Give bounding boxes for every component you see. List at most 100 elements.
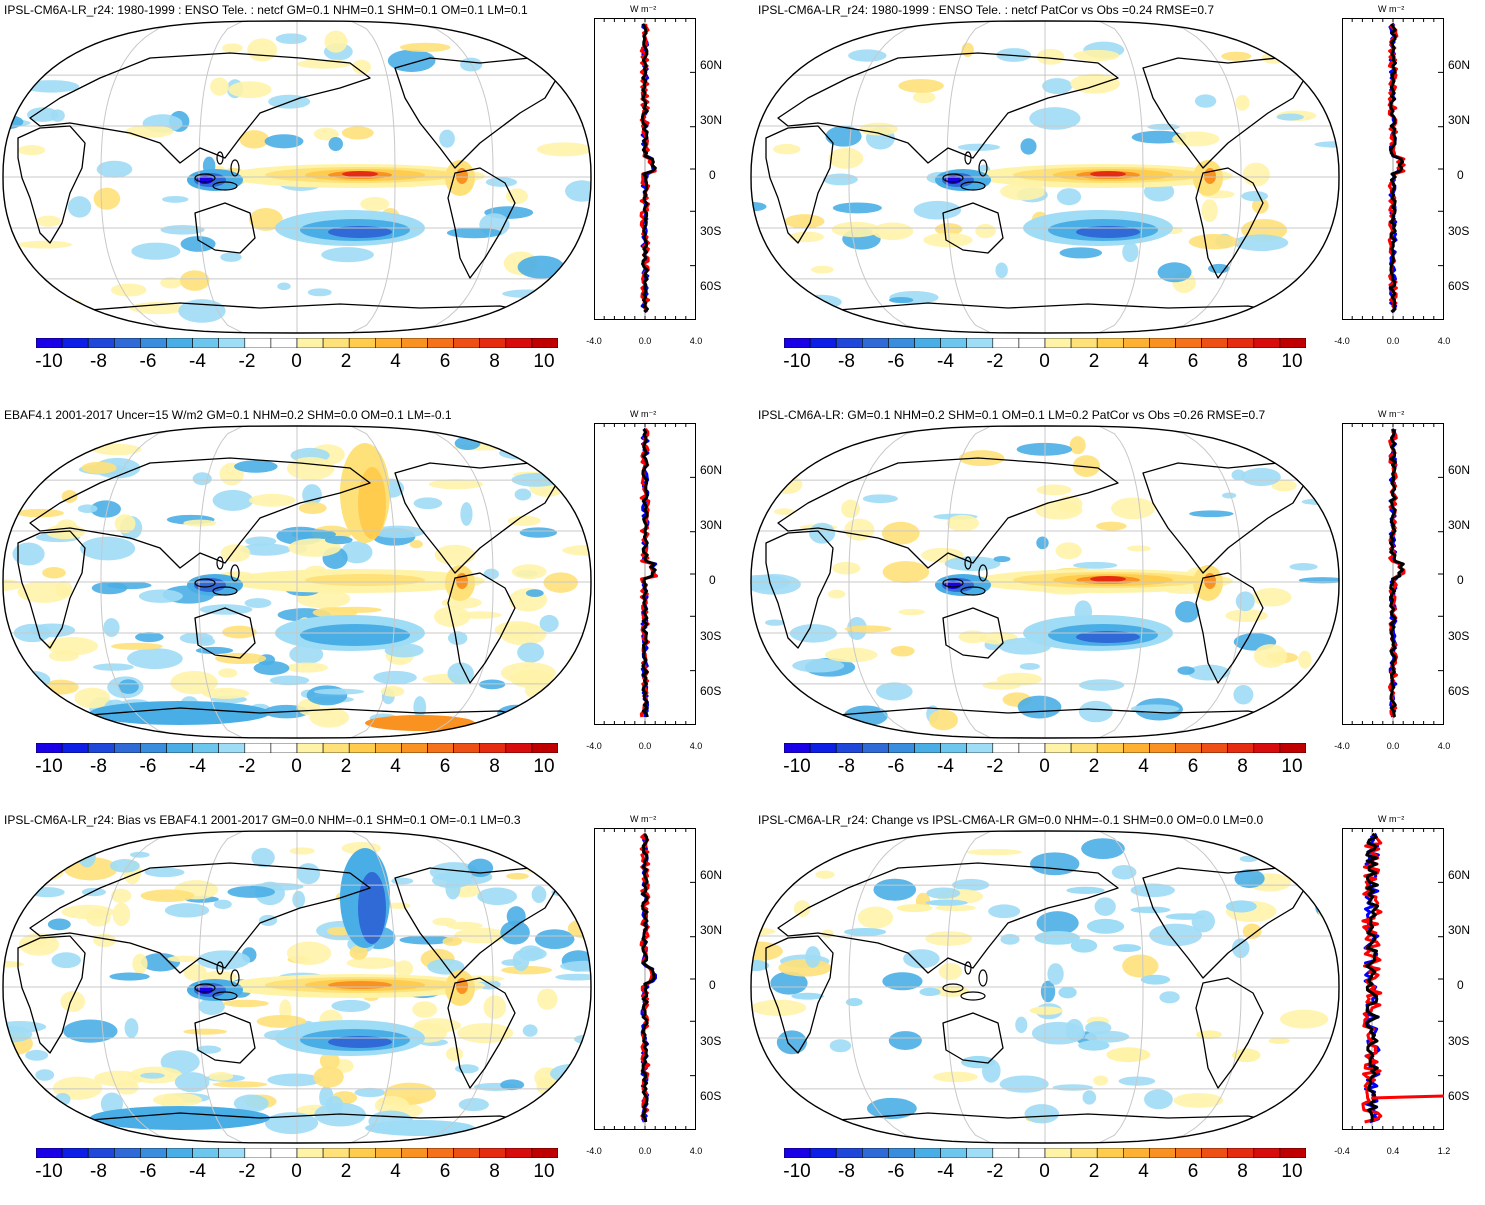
latitude-label: 60N (700, 58, 723, 72)
latitude-label: 0 (709, 573, 716, 587)
colorbar-tick-label: 6 (1187, 756, 1199, 777)
zonal-mean-profile (1342, 828, 1444, 1130)
colorbar-tick-label: -6 (887, 1161, 905, 1182)
colorbar-tick-label: -6 (887, 756, 905, 777)
profile-unit-label: W m⁻² (1378, 4, 1405, 14)
colorbar-tick-label: -4 (189, 1161, 206, 1182)
colorbar-tick-label: -6 (887, 351, 905, 372)
robinson-map (750, 20, 1340, 334)
latitude-label: 30S (700, 224, 722, 238)
robinson-map (750, 830, 1340, 1144)
colorbar-tick-label: -2 (986, 756, 1004, 777)
latitude-label: 30S (700, 1034, 722, 1048)
map-panel-p3: EBAF4.1 2001-2017 Uncer=15 W/m2 GM=0.1 N… (0, 405, 742, 800)
colorbar-tick-label: 6 (439, 1161, 451, 1182)
panel-title: IPSL-CM6A-LR_r24: Bias vs EBAF4.1 2001-2… (4, 813, 521, 827)
colorbar-tick-label: -2 (986, 351, 1004, 372)
latitude-label: 60N (700, 463, 723, 477)
colorbar-tick-label: 10 (1281, 351, 1303, 372)
latitude-label: 60N (700, 868, 723, 882)
colorbar-tick-label: -10 (783, 351, 811, 372)
panel-title: IPSL-CM6A-LR_r24: 1980-1999 : ENSO Tele.… (758, 3, 1214, 17)
panel-title: EBAF4.1 2001-2017 Uncer=15 W/m2 GM=0.1 N… (4, 408, 452, 422)
profile-x-tick-label: 0.0 (1386, 336, 1400, 346)
colorbar-tick-label: 4 (390, 1161, 401, 1182)
latitude-label: 30S (1448, 629, 1470, 643)
colorbar-tick-label: 4 (390, 756, 401, 777)
colorbar-tick-label: 8 (1237, 756, 1248, 777)
latitude-label: 30N (700, 113, 723, 127)
colorbar-tick-label: -2 (238, 756, 256, 777)
colorbar-tick-label: -8 (90, 351, 107, 372)
zonal-mean-profile (594, 18, 696, 320)
colorbar-tick-label: 4 (390, 351, 401, 372)
latitude-label: 0 (1457, 168, 1464, 182)
colorbar-tick-label: 8 (1237, 1161, 1248, 1182)
colorbar-tick-label: 8 (1237, 351, 1248, 372)
zonal-mean-profile (1342, 423, 1444, 725)
colorbar-tick-label: 2 (340, 756, 352, 777)
latitude-label: 60S (700, 1089, 722, 1103)
panel-title: IPSL-CM6A-LR: GM=0.1 NHM=0.2 SHM=0.1 OM=… (758, 408, 1266, 422)
colorbar-tick-label: 8 (489, 756, 500, 777)
latitude-label: 60N (1448, 58, 1471, 72)
latitude-label: 60S (1448, 279, 1470, 293)
colorbar-tick-label: 2 (340, 351, 352, 372)
profile-x-tick-label: -4.0 (586, 1146, 602, 1156)
latitude-label: 60S (700, 684, 722, 698)
latitude-label: 30S (1448, 1034, 1470, 1048)
colorbar-tick-label: 6 (439, 756, 451, 777)
latitude-label: 30N (1448, 113, 1471, 127)
robinson-map (2, 830, 592, 1144)
colorbar-tick-label: -2 (238, 1161, 256, 1182)
latitude-label: 30N (1448, 923, 1471, 937)
colorbar-tick-label: 2 (1088, 351, 1100, 372)
colorbar-tick-label: 2 (1088, 1161, 1100, 1182)
profile-x-tick-label: 0.0 (638, 741, 652, 751)
colorbar-tick-label: 4 (1138, 351, 1149, 372)
profile-unit-label: W m⁻² (630, 4, 657, 14)
colorbar-tick-label: 0 (291, 1161, 302, 1182)
colorbar-tick-label: 6 (439, 351, 451, 372)
zonal-mean-profile (1342, 18, 1444, 320)
colorbar-tick-label: 0 (1039, 756, 1050, 777)
colorbar-tick-label: -8 (838, 1161, 855, 1182)
latitude-label: 60S (1448, 1089, 1470, 1103)
colorbar-tick-label: 10 (1281, 756, 1303, 777)
colorbar-tick-label: 10 (1281, 1161, 1303, 1182)
profile-x-tick-label: -4.0 (1334, 336, 1350, 346)
panel-title: IPSL-CM6A-LR_r24: 1980-1999 : ENSO Tele.… (4, 3, 528, 17)
map-panel-p5: IPSL-CM6A-LR_r24: Bias vs EBAF4.1 2001-2… (0, 810, 742, 1205)
latitude-label: 30S (1448, 224, 1470, 238)
colorbar-tick-label: 4 (1138, 756, 1149, 777)
colorbar-tick-label: -8 (838, 351, 855, 372)
colorbar-tick-label: -4 (937, 351, 954, 372)
colorbar-tick-label: -4 (937, 756, 954, 777)
latitude-label: 30N (700, 923, 723, 937)
latitude-label: 60S (1448, 684, 1470, 698)
profile-x-tick-label: -4.0 (586, 336, 602, 346)
colorbar-tick-label: 0 (291, 351, 302, 372)
map-panel-p2: IPSL-CM6A-LR_r24: 1980-1999 : ENSO Tele.… (748, 0, 1485, 395)
colorbar-tick-label: 10 (533, 351, 555, 372)
colorbar-tick-label: 10 (533, 1161, 555, 1182)
profile-unit-label: W m⁻² (630, 409, 657, 419)
colorbar-tick-label: -10 (35, 756, 63, 777)
latitude-label: 60S (700, 279, 722, 293)
latitude-label: 30S (700, 629, 722, 643)
colorbar-tick-label: 0 (1039, 1161, 1050, 1182)
colorbar-tick-label: -8 (90, 1161, 107, 1182)
colorbar-tick-label: 4 (1138, 1161, 1149, 1182)
robinson-map (2, 425, 592, 739)
profile-x-tick-label: 1.2 (1437, 1146, 1451, 1156)
profile-x-tick-label: -4.0 (1334, 741, 1350, 751)
latitude-label: 60N (1448, 868, 1471, 882)
colorbar-tick-label: -2 (986, 1161, 1004, 1182)
colorbar-tick-label: -4 (937, 1161, 954, 1182)
profile-x-tick-label: 0.0 (638, 1146, 652, 1156)
colorbar-tick-label: 8 (489, 1161, 500, 1182)
latitude-label: 60N (1448, 463, 1471, 477)
colorbar-tick-label: -10 (35, 1161, 63, 1182)
profile-x-tick-label: 4.0 (689, 336, 703, 346)
colorbar-tick-label: -6 (139, 756, 157, 777)
